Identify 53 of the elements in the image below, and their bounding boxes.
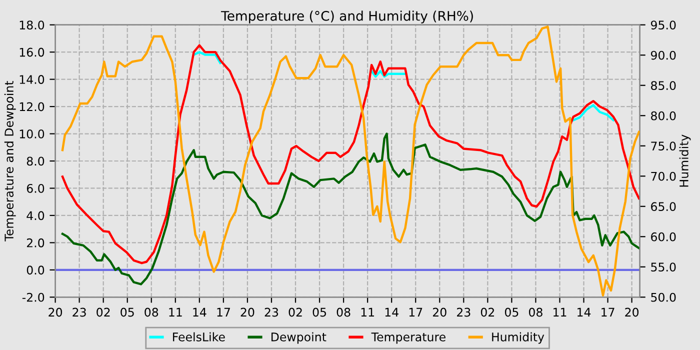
x-tick-label: 05 (504, 308, 518, 317)
y-tick-label: 10.0 (20, 129, 44, 138)
y2-tick-label: 90.0 (650, 50, 676, 60)
x-tick-label: 14 (385, 308, 398, 317)
legend-label: Dewpoint (272, 332, 326, 344)
x-tick-label: 17 (409, 308, 422, 317)
x-tick-label: 05 (312, 308, 326, 317)
y2-tick-label: 85.0 (651, 81, 676, 90)
y-tick-label: 12.0 (20, 102, 44, 112)
legend-label: FeelsLike (173, 332, 225, 342)
y-tick-label: 2.0 (26, 238, 44, 248)
x-tick-label: 20 (240, 308, 254, 317)
x-tick-label: 23 (264, 308, 278, 317)
y2-tick-label: 60.0 (651, 232, 676, 242)
chart-title: Temperature (°C) and Humidity (RH%) (221, 10, 473, 24)
x-tick-label: 17 (217, 308, 230, 317)
x-tick-label: 02 (96, 308, 110, 317)
x-tick-label: 08 (144, 308, 158, 317)
y-tick-label: 18.0 (20, 20, 44, 30)
y-tick-label: 4.0 (26, 211, 44, 220)
y2-tick-label: 50.0 (651, 292, 676, 302)
y-tick-label: 14.0 (20, 75, 44, 84)
x-tick-label: 11 (554, 308, 566, 317)
y-axis-title: Temperature and Dewpoint (4, 80, 16, 242)
y-tick-label: -2.0 (22, 292, 44, 302)
y-tick-label: 6.0 (26, 184, 44, 193)
legend-label: Humidity (492, 332, 544, 344)
x-tick-label: 11 (169, 308, 182, 317)
x-tick-label: 08 (528, 308, 542, 317)
x-tick-label: 08 (336, 308, 350, 317)
y2-tick-label: 75.0 (651, 142, 676, 151)
y2-tick-label: 80.0 (651, 111, 676, 120)
x-tick-label: 20 (432, 308, 446, 317)
x-tick-label: 17 (602, 308, 614, 317)
y2-tick-label: 95.0 (650, 20, 676, 30)
y2-tick-label: 55.0 (651, 262, 676, 272)
x-tick-label: 02 (288, 308, 302, 317)
y-tick-label: 0.0 (26, 266, 44, 275)
legend-label: Temperature (371, 332, 446, 344)
x-tick-label: 20 (48, 308, 62, 317)
x-tick-label: 23 (457, 308, 470, 317)
y2-axis-title: Humidity (679, 134, 691, 187)
x-tick-label: 11 (361, 308, 374, 317)
x-tick-label: 23 (72, 308, 86, 317)
x-tick-label: 20 (625, 308, 639, 317)
y-tick-label: 16.0 (20, 48, 44, 57)
y2-tick-label: 65.0 (651, 202, 676, 212)
x-tick-label: 14 (578, 308, 591, 317)
y2-tick-label: 70.0 (651, 172, 676, 181)
x-tick-label: 05 (120, 308, 134, 317)
x-tick-label: 14 (193, 308, 206, 317)
x-tick-label: 02 (480, 308, 494, 317)
y-tick-label: 8.0 (26, 156, 44, 166)
